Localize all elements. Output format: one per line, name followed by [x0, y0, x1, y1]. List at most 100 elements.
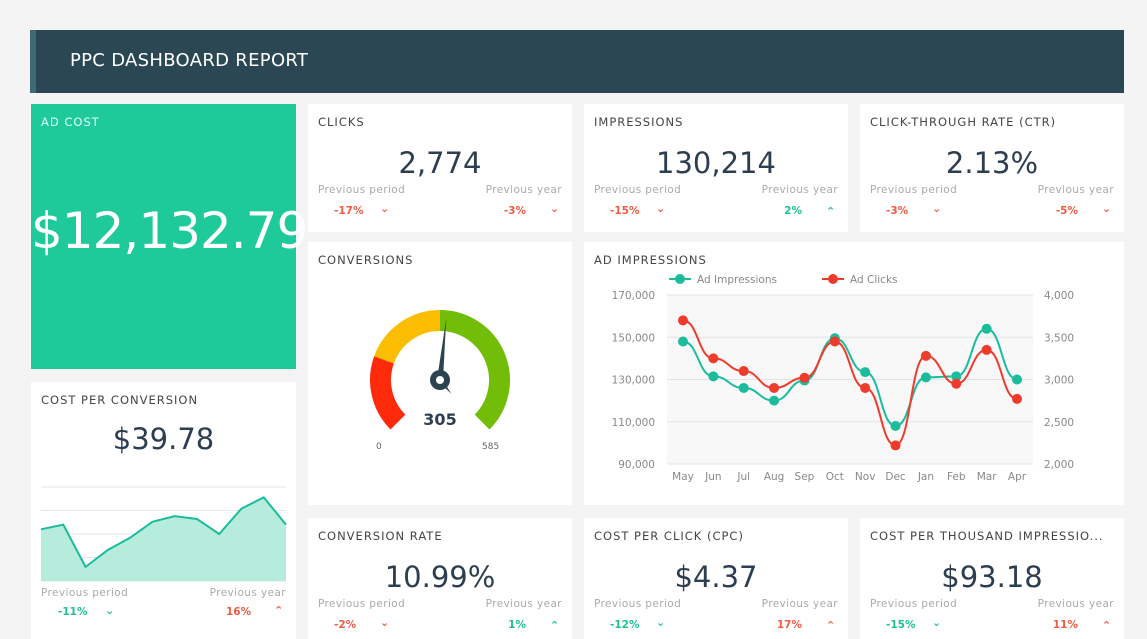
card-title: AD IMPRESSIONS — [594, 253, 707, 267]
previous-year-label: Previous year — [1037, 184, 1114, 196]
previous-year-change: 11% — [1052, 619, 1078, 631]
card-title: IMPRESSIONS — [594, 115, 684, 129]
right-axis-tick: 3,500 — [1044, 332, 1074, 344]
previous-year-change: -5% — [1055, 205, 1078, 217]
gauge-hub-center — [436, 376, 444, 384]
conversions-gauge — [370, 310, 510, 430]
x-axis-tick: Feb — [947, 471, 966, 483]
previous-period-label: Previous period — [870, 184, 958, 196]
right-axis-tick: 2,500 — [1044, 417, 1074, 429]
data-point — [708, 371, 719, 382]
x-axis-tick: Dec — [885, 471, 906, 483]
x-axis-tick: Aug — [764, 471, 785, 483]
conversions-card: CONVERSIONS 305 0 585 — [308, 242, 572, 505]
kpi-value: $93.18 — [941, 560, 1043, 594]
left-axis-tick: 110,000 — [612, 417, 655, 429]
chevron-down-icon: ⌄ — [550, 202, 560, 215]
cost-per-click-card: COST PER CLICK (CPC) $4.37 Previous peri… — [584, 518, 848, 639]
data-point — [738, 366, 749, 377]
x-axis-tick: May — [672, 471, 694, 483]
kpi-value: 130,214 — [656, 146, 776, 180]
previous-period-change: -15% — [886, 619, 916, 631]
previous-period-label: Previous period — [594, 184, 682, 196]
gauge-band-1 — [374, 310, 441, 364]
ad-cost-value: $12,132.79 — [31, 202, 308, 260]
chevron-up-icon: ⌃ — [274, 604, 284, 617]
chevron-down-icon: ⌄ — [932, 202, 942, 215]
cpm-card: COST PER THOUSAND IMPRESSIO... $93.18 Pr… — [860, 518, 1124, 639]
chevron-down-icon: ⌄ — [932, 616, 942, 629]
right-axis-tick: 4,000 — [1044, 290, 1074, 302]
card-title: COST PER CONVERSION — [41, 393, 199, 407]
data-point — [678, 315, 688, 326]
x-axis-tick: Oct — [826, 471, 844, 483]
x-axis-tick: Apr — [1008, 471, 1027, 483]
kpi-value: 10.99% — [384, 560, 496, 594]
left-axis-tick: 90,000 — [618, 459, 655, 471]
x-axis-tick: Nov — [855, 471, 876, 483]
dashboard-header: PPC DASHBOARD REPORT — [30, 30, 1124, 93]
card-title: CLICKS — [318, 115, 365, 129]
previous-year-change: 17% — [776, 619, 802, 631]
conversion-rate-card: CONVERSION RATE 10.99% Previous period P… — [308, 518, 572, 639]
legend-label: Ad Impressions — [697, 274, 777, 286]
data-point — [981, 344, 992, 355]
chevron-down-icon: ⌄ — [656, 616, 666, 629]
previous-period-label: Previous period — [594, 598, 682, 610]
data-point — [769, 395, 780, 406]
kpi-value: $39.78 — [112, 422, 215, 456]
x-axis-tick: Jul — [736, 471, 750, 483]
previous-period-label: Previous period — [318, 598, 406, 610]
previous-period-label: Previous period — [870, 598, 958, 610]
chevron-up-icon: ⌃ — [826, 619, 836, 632]
chevron-down-icon: ⌄ — [105, 604, 115, 617]
data-point — [1012, 393, 1022, 404]
card-title: AD COST — [41, 115, 100, 129]
x-axis-tick: Jun — [704, 471, 721, 483]
data-point — [860, 367, 871, 378]
data-point — [890, 420, 901, 431]
data-point — [678, 336, 688, 347]
previous-year-label: Previous year — [209, 587, 286, 599]
kpi-value: 2.13% — [945, 146, 1039, 180]
previous-period-change: -15% — [610, 205, 640, 217]
left-axis-tick: 130,000 — [612, 375, 655, 387]
left-axis-tick: 150,000 — [612, 332, 655, 344]
cost-per-conversion-card: COST PER CONVERSION $39.78 Previous peri… — [31, 382, 296, 639]
previous-year-change: 16% — [226, 606, 252, 618]
ctr-card: CLICK-THROUGH RATE (CTR) 2.13% Previous … — [860, 104, 1124, 232]
previous-year-label: Previous year — [485, 598, 562, 610]
gauge-band-2 — [439, 310, 510, 430]
card-title: COST PER THOUSAND IMPRESSIO... — [870, 529, 1104, 543]
data-point — [829, 336, 840, 347]
sparkline-chart — [40, 486, 287, 582]
previous-period-change: -2% — [334, 619, 357, 631]
previous-period-change: -12% — [610, 619, 640, 631]
data-point — [708, 353, 719, 364]
gauge-band-0 — [370, 356, 406, 430]
chevron-up-icon: ⌃ — [1102, 619, 1112, 632]
chevron-up-icon: ⌃ — [550, 619, 560, 632]
data-point — [860, 382, 871, 393]
data-point — [738, 382, 749, 393]
data-point — [951, 371, 962, 382]
legend-marker — [675, 274, 685, 284]
data-point — [890, 440, 901, 451]
chevron-up-icon: ⌃ — [826, 205, 836, 218]
previous-year-label: Previous year — [761, 184, 838, 196]
previous-year-label: Previous year — [761, 598, 838, 610]
gauge-min-label: 0 — [376, 442, 382, 452]
x-axis-tick: Mar — [977, 471, 997, 483]
card-title: CONVERSIONS — [318, 253, 414, 267]
previous-period-label: Previous period — [318, 184, 406, 196]
card-title: COST PER CLICK (CPC) — [594, 529, 744, 543]
legend-marker — [828, 274, 838, 284]
previous-year-label: Previous year — [1037, 598, 1114, 610]
data-point — [1012, 374, 1022, 385]
card-title: CONVERSION RATE — [318, 529, 443, 543]
previous-year-change: 1% — [508, 619, 526, 631]
x-axis-tick: Sep — [795, 471, 815, 483]
page-title: PPC DASHBOARD REPORT — [70, 50, 309, 71]
ad-impressions-card: AD IMPRESSIONS 90,000 2,000 110,000 2,500 13… — [584, 242, 1124, 505]
left-axis-tick: 170,000 — [612, 290, 655, 302]
